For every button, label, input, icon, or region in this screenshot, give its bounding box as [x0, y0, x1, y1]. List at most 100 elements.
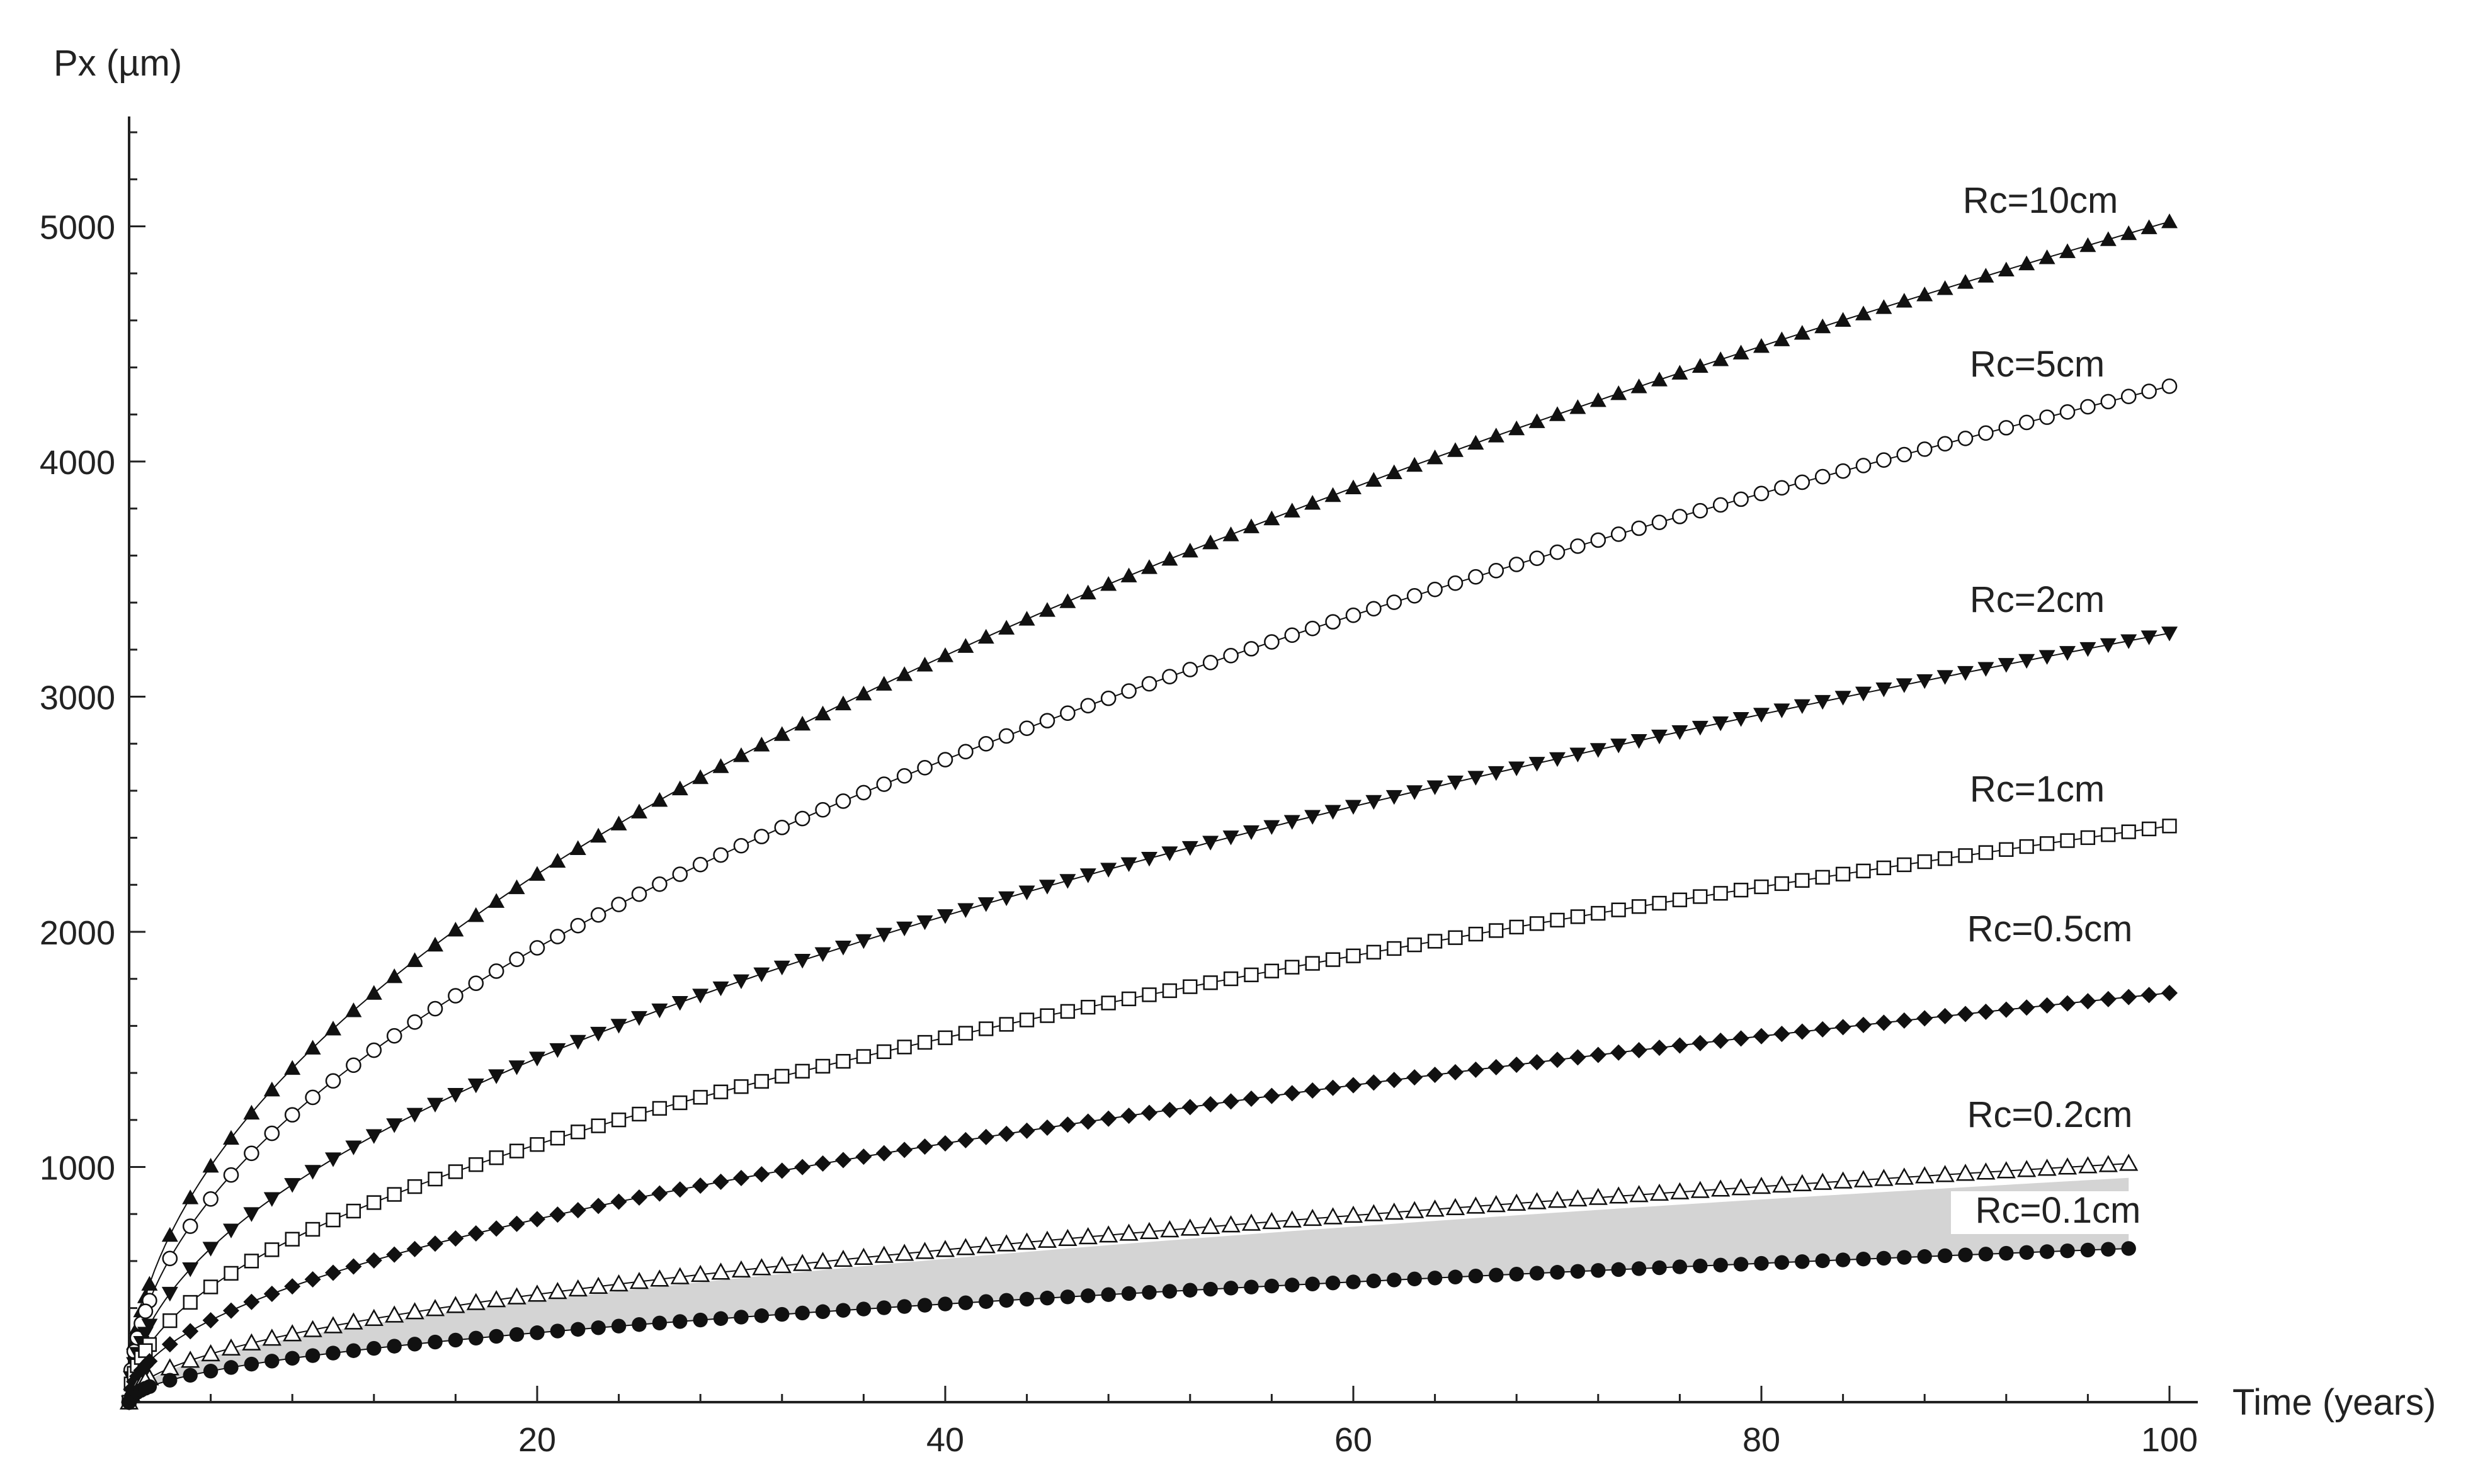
data-point — [1569, 1049, 1586, 1066]
data-point — [1101, 1287, 1116, 1302]
data-point — [1039, 1119, 1055, 1136]
data-point — [1713, 1257, 1728, 1272]
data-point — [202, 1242, 219, 1257]
data-point — [794, 715, 811, 731]
data-point — [1631, 899, 1647, 914]
data-point — [1120, 857, 1137, 873]
data-point — [1466, 1196, 1486, 1214]
data-point — [2019, 839, 2034, 854]
data-point — [1386, 594, 1402, 610]
data-point — [1652, 895, 1667, 911]
data-point — [1162, 669, 1178, 685]
data-point — [1283, 815, 1300, 830]
data-point — [916, 915, 933, 931]
data-point — [956, 1238, 975, 1255]
data-point — [1100, 1110, 1117, 1127]
data-point — [1896, 1012, 1913, 1029]
data-point — [263, 1192, 280, 1207]
data-point — [386, 1246, 403, 1263]
data-point — [673, 1095, 688, 1111]
data-point — [2140, 219, 2157, 234]
data-point — [1059, 593, 1076, 608]
data-point — [631, 1189, 647, 1206]
data-point — [285, 1232, 300, 1247]
data-point — [1977, 1004, 1994, 1021]
data-point — [1161, 551, 1178, 566]
data-point — [2120, 388, 2137, 404]
data-point — [467, 1225, 484, 1242]
data-point — [1753, 708, 1770, 723]
data-point — [999, 1017, 1014, 1032]
x-tick-label: 80 — [1742, 1421, 1780, 1459]
data-point — [977, 628, 994, 644]
data-point — [1081, 1000, 1096, 1015]
data-point — [1243, 825, 1259, 841]
data-point — [1936, 670, 1953, 685]
data-point — [569, 840, 586, 855]
data-point — [651, 1185, 668, 1202]
data-point — [203, 1191, 219, 1207]
data-point — [1060, 1004, 1076, 1019]
data-point — [958, 744, 974, 760]
data-point — [1794, 699, 1811, 715]
data-point — [1345, 1077, 1362, 1094]
data-point — [1999, 1245, 2014, 1261]
series-rc-10cm — [121, 213, 2178, 1409]
data-point — [1731, 1178, 1751, 1196]
data-point — [2121, 824, 2136, 839]
data-point — [1957, 430, 1974, 446]
data-point — [325, 1073, 341, 1089]
data-point — [364, 1308, 384, 1327]
data-point — [2038, 249, 2055, 264]
data-point — [1610, 526, 1627, 542]
data-point — [1690, 1181, 1710, 1198]
data-point — [2078, 1156, 2098, 1174]
data-point — [284, 1178, 301, 1193]
data-point — [693, 1312, 708, 1328]
data-point — [1651, 514, 1668, 530]
data-point — [1160, 1220, 1180, 1238]
data-point — [610, 1019, 627, 1034]
data-point — [1733, 491, 1749, 507]
data-point — [1183, 1283, 1198, 1298]
data-point — [1180, 1218, 1200, 1236]
x-tick-label: 20 — [518, 1421, 556, 1459]
data-point — [2080, 399, 2096, 415]
data-point — [161, 1286, 178, 1302]
data-point — [1406, 1069, 1423, 1086]
data-point — [2120, 225, 2137, 241]
data-point — [1018, 885, 1035, 900]
data-point — [1772, 1175, 1792, 1193]
data-point — [1774, 1255, 1790, 1270]
data-point — [712, 758, 729, 773]
data-point — [1099, 1225, 1118, 1243]
data-point — [835, 941, 851, 956]
data-point — [1547, 1191, 1567, 1208]
data-point — [958, 1026, 974, 1041]
data-point — [1550, 1265, 1565, 1280]
data-point — [244, 1254, 259, 1269]
data-point — [1487, 766, 1504, 781]
data-point — [1977, 662, 1994, 677]
data-point — [1486, 1195, 1506, 1213]
data-point — [283, 1324, 302, 1342]
data-point — [896, 1141, 913, 1158]
data-point — [1141, 676, 1157, 692]
data-point — [365, 985, 382, 1000]
data-point — [1999, 842, 2014, 857]
data-point — [753, 1166, 770, 1183]
data-point — [1916, 441, 1933, 457]
data-point — [1385, 790, 1402, 805]
series-layer — [119, 213, 2178, 1410]
data-point — [1651, 371, 1668, 387]
data-point — [917, 1034, 933, 1050]
data-point — [773, 726, 790, 741]
data-point — [794, 1158, 811, 1175]
data-point — [997, 1234, 1016, 1252]
data-point — [1100, 690, 1117, 706]
data-point — [1141, 1104, 1157, 1121]
data-point — [1814, 1021, 1831, 1038]
data-point — [1897, 1250, 1912, 1265]
data-point — [141, 1276, 158, 1291]
data-point — [1855, 305, 1872, 320]
